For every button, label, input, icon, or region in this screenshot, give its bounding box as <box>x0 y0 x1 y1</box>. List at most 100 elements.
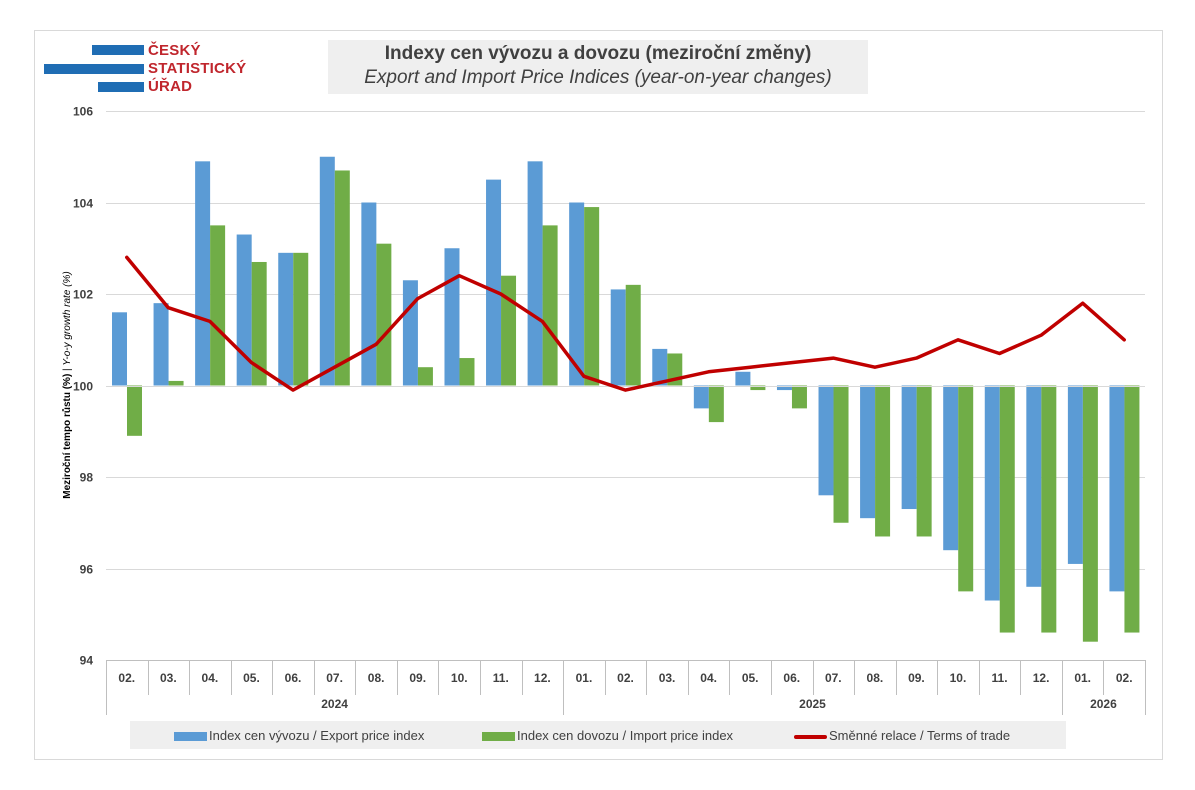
import-bar <box>501 275 517 386</box>
x-tick-label: 12. <box>534 671 551 685</box>
year-label: 2026 <box>1090 697 1117 711</box>
import-bar <box>127 385 142 436</box>
chart-title: Indexy cen vývozu a dovozu (meziroční zm… <box>384 43 812 64</box>
import-bar <box>750 385 766 391</box>
x-tick-label: 09. <box>409 671 426 685</box>
export-bar <box>1026 385 1042 587</box>
import-bar <box>791 385 807 409</box>
import-bar <box>999 385 1015 633</box>
import-bar <box>168 380 184 386</box>
legend-swatch-import <box>482 732 515 742</box>
x-tick-label: 02. <box>118 671 135 685</box>
y-tick-label: 106 <box>73 105 93 119</box>
import-bar <box>875 385 891 537</box>
export-bar <box>527 161 543 386</box>
import-bar <box>1124 385 1140 633</box>
x-tick-label: 03. <box>659 671 676 685</box>
export-bar <box>569 202 585 386</box>
logo-bar-3 <box>98 82 144 92</box>
legend-swatch-export <box>174 732 207 742</box>
y-tick-label: 102 <box>73 288 93 302</box>
export-bar <box>735 371 751 386</box>
export-bar <box>693 385 709 409</box>
legend-label-terms: Směnné relace / Terms of trade <box>829 728 1011 743</box>
x-tick-label: 11. <box>992 671 1008 685</box>
legend-swatch-terms <box>794 734 827 739</box>
x-tick-label: 01. <box>576 671 593 685</box>
import-bar <box>210 225 226 386</box>
import-bar <box>833 385 849 523</box>
logo-bar-2 <box>44 64 144 74</box>
legend: Index cen vývozu / Export price index In… <box>130 721 1066 749</box>
import-bar <box>916 385 932 537</box>
logo-text-3: ÚŘAD <box>148 78 193 95</box>
y-tick-label: 100 <box>73 380 93 394</box>
x-tick-label: 01. <box>1074 671 1091 685</box>
import-bar <box>584 207 600 386</box>
export-bar <box>195 161 211 386</box>
export-bar <box>319 156 335 386</box>
y-tick-label: 96 <box>80 563 94 577</box>
import-bar <box>334 170 350 386</box>
x-tick-label: 07. <box>326 671 343 685</box>
x-tick-label: 09. <box>908 671 925 685</box>
export-bar <box>486 179 502 386</box>
x-tick-label: 06. <box>783 671 800 685</box>
x-tick-label: 05. <box>243 671 260 685</box>
export-bar <box>444 248 460 386</box>
export-bar <box>402 280 418 386</box>
x-tick-label: 03. <box>160 671 177 685</box>
import-bar <box>1082 385 1098 642</box>
y-tick-label: 104 <box>73 197 93 211</box>
chart-subtitle: Export and Import Price Indices (year-on… <box>364 67 832 88</box>
x-tick-label: 08. <box>368 671 385 685</box>
import-bar <box>542 225 558 386</box>
legend-item-import: Index cen dovozu / Import price index <box>482 728 733 743</box>
y-tick-label: 98 <box>80 471 94 485</box>
year-label: 2024 <box>321 697 348 711</box>
x-tick-label: 02. <box>617 671 634 685</box>
logo-text-2: STATISTICKÝ <box>148 60 247 77</box>
x-tick-label: 04. <box>202 671 219 685</box>
logo-bar-1 <box>92 45 144 55</box>
import-bar <box>293 252 309 386</box>
chart-title-box: Indexy cen vývozu a dovozu (meziroční zm… <box>328 40 868 94</box>
import-bar <box>417 367 433 386</box>
export-bar <box>943 385 959 551</box>
export-bar <box>1109 385 1125 592</box>
export-bar <box>153 303 169 386</box>
export-bar <box>860 385 876 519</box>
x-tick-label: 02. <box>1116 671 1133 685</box>
export-bar <box>818 385 834 496</box>
y-tick-label: 94 <box>80 654 94 668</box>
import-bar <box>708 385 724 423</box>
terms-of-trade-line <box>125 255 1126 392</box>
chart-frame <box>34 30 1163 760</box>
import-bar <box>958 385 974 592</box>
import-bar <box>459 358 475 386</box>
x-tick-label: 08. <box>867 671 884 685</box>
export-bar <box>652 348 668 386</box>
year-label: 2025 <box>799 697 826 711</box>
export-bar <box>361 202 377 386</box>
export-bar <box>278 252 294 386</box>
x-tick-label: 06. <box>285 671 302 685</box>
logo-text-1: ČESKÝ <box>148 42 201 59</box>
x-tick-label: 11. <box>493 671 509 685</box>
legend-label-export: Index cen vývozu / Export price index <box>209 728 425 743</box>
legend-item-export: Index cen vývozu / Export price index <box>174 728 424 743</box>
export-bar <box>112 312 127 386</box>
x-tick-label: 10. <box>451 671 468 685</box>
x-tick-label: 05. <box>742 671 759 685</box>
legend-item-terms: Směnné relace / Terms of trade <box>794 728 1010 743</box>
export-bar <box>984 385 1000 601</box>
export-bar <box>901 385 917 510</box>
legend-label-import: Index cen dovozu / Import price index <box>517 728 734 743</box>
x-tick-label: 12. <box>1033 671 1050 685</box>
export-bar <box>610 289 626 386</box>
export-bar <box>776 385 792 391</box>
import-bar <box>625 284 641 386</box>
export-bar <box>1067 385 1083 564</box>
x-tick-label: 10. <box>950 671 967 685</box>
